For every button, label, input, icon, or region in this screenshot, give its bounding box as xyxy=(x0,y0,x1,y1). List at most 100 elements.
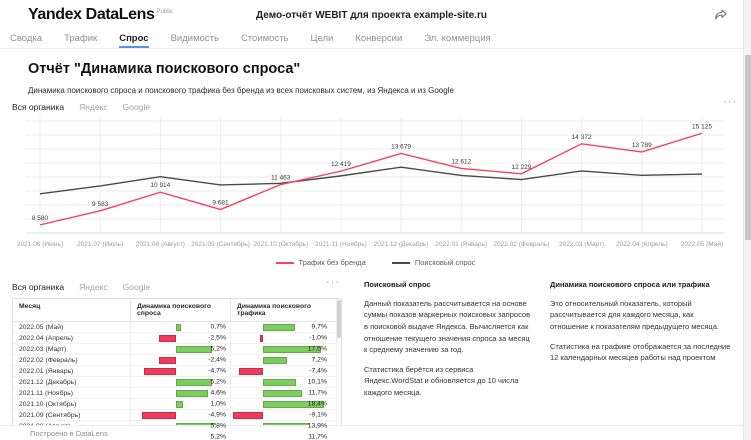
cell-value: 17,5% xyxy=(307,345,327,353)
cell-month: 2021.11 (Ноябрь) xyxy=(13,388,131,398)
cell-demand-dynamics: 5,2% xyxy=(131,344,231,354)
cell-traffic-dynamics: -7,4% xyxy=(231,366,331,376)
table-source-tabs: Вся органика Яндекс Google ··· xyxy=(12,276,342,295)
cell-demand-dynamics: -2,5% xyxy=(131,333,231,343)
chart-tab-2[interactable]: Google xyxy=(122,102,151,112)
share-icon[interactable] xyxy=(713,7,729,23)
nav-tab-0[interactable]: Сводка xyxy=(10,32,43,44)
table-tab-1[interactable]: Яндекс xyxy=(79,282,108,292)
positive-bar xyxy=(176,379,212,386)
cell-traffic-dynamics: 11,7% xyxy=(231,388,331,398)
table-row: 2021.11 (Ноябрь) 4,6% 11,7% xyxy=(13,388,341,399)
cell-month: 2022.02 (Февраль) xyxy=(13,355,131,365)
nav-tab-1[interactable]: Трафик xyxy=(64,32,98,44)
table-scrollbar-thumb[interactable] xyxy=(337,300,341,338)
cell-value: -4,7% xyxy=(208,367,226,375)
note-dynamics: Динамика поискового спроса или трафика Э… xyxy=(550,279,739,440)
cell-demand-dynamics: -2,4% xyxy=(131,355,231,365)
table-row: 2022.04 (Апрель) -2,5% -1,0% xyxy=(13,333,341,344)
svg-text:2022.04 (Апрель): 2022.04 (Апрель) xyxy=(616,241,668,248)
table-menu-icon[interactable]: ··· xyxy=(326,276,340,288)
cell-traffic-dynamics: -9,1% xyxy=(231,410,331,420)
svg-text:9 681: 9 681 xyxy=(212,199,229,206)
svg-text:2021.09 (Сентябрь): 2021.09 (Сентябрь) xyxy=(191,240,250,248)
table-row: 2022.05 (Май) 0,7% 9,7% xyxy=(13,322,341,333)
note-paragraph: Статистика берётся из сервиса Яндекс.Wor… xyxy=(364,364,519,397)
cell-value: 4,6% xyxy=(210,389,227,397)
page-scrollbar-thumb[interactable] xyxy=(745,55,751,240)
chart-tab-0[interactable]: Вся органика xyxy=(12,102,65,112)
app-logo[interactable]: Yandex DataLens Public xyxy=(28,6,173,24)
positive-bar xyxy=(263,346,321,353)
positive-bar xyxy=(263,390,302,397)
cell-traffic-dynamics: 7,2% xyxy=(231,355,331,365)
svg-text:9 583: 9 583 xyxy=(92,201,109,208)
positive-bar xyxy=(176,346,212,353)
table-row: 2022.03 (Март) 5,2% 17,5% xyxy=(13,344,341,355)
svg-text:2021.06 (Июнь): 2021.06 (Июнь) xyxy=(17,241,63,248)
cell-value: -7,4% xyxy=(309,367,327,375)
positive-bar xyxy=(176,324,181,331)
cell-value: 5,2% xyxy=(210,433,227,440)
header: Yandex DataLens Public Демо-отчёт WEBIT д… xyxy=(0,0,743,30)
bottom-section: Вся органика Яндекс Google ··· Месяц Динам… xyxy=(12,275,739,440)
legend-item-0[interactable]: Трафик без бренда xyxy=(275,258,366,267)
legend-label: Трафик без бренда xyxy=(298,258,366,267)
cell-value: 13,9% xyxy=(307,422,327,430)
chart-tab-1[interactable]: Яндекс xyxy=(79,102,108,112)
positive-bar xyxy=(176,390,208,397)
cell-demand-dynamics: 4,6% xyxy=(131,388,231,398)
legend-swatch xyxy=(275,261,294,264)
positive-bar xyxy=(176,401,183,408)
document-title: Демо-отчёт WEBIT для проекта example-sit… xyxy=(256,9,487,21)
svg-text:13 789: 13 789 xyxy=(632,142,652,149)
column-header-month[interactable]: Месяц xyxy=(13,299,131,321)
table-row: 2022.01 (Январь) -4,7% -7,4% xyxy=(13,366,341,377)
nav-tab-2[interactable]: Спрос xyxy=(119,30,149,48)
chart-card: Вся органика Яндекс Google ··· 8 580 9 583 1… xyxy=(12,96,739,268)
table-tab-0[interactable]: Вся органика xyxy=(12,282,65,292)
page-scrollbar xyxy=(743,0,751,440)
column-header-traffic-dynamics[interactable]: Динамика поискового трафика xyxy=(237,303,311,317)
report-tab-bar: Сводка Трафик Спрос Видимость Стоимость Цели К… xyxy=(0,30,743,49)
dynamics-table-card: Вся органика Яндекс Google ··· Месяц Динам… xyxy=(12,275,342,440)
negative-bar xyxy=(142,412,176,419)
cell-traffic-dynamics: 10,1% xyxy=(231,377,331,387)
cell-value: -2,4% xyxy=(208,356,226,364)
note-title: Динамика поискового спроса или трафика xyxy=(550,280,710,289)
svg-text:12 419: 12 419 xyxy=(331,161,351,168)
cell-demand-dynamics: 5,2% xyxy=(131,377,231,387)
svg-text:12 229: 12 229 xyxy=(512,164,532,171)
negative-bar xyxy=(159,357,176,364)
nav-tab-4[interactable]: Стоимость xyxy=(240,32,289,44)
public-badge: Public xyxy=(156,8,173,15)
line-chart: 8 580 9 583 10 914 9 681 11 463 12 419 13 679 1… xyxy=(12,117,739,258)
legend-label: Поисковый спрос xyxy=(414,258,476,267)
nav-tab-6[interactable]: Конверсии xyxy=(355,32,403,44)
cell-value: 7,2% xyxy=(311,356,328,364)
cell-value: 9,7% xyxy=(311,323,328,331)
column-header-demand-dynamics[interactable]: Динамика поискового спроса xyxy=(131,299,231,321)
demand-traffic-line-chart: 8 580 9 583 10 914 9 681 11 463 12 419 13 679 1… xyxy=(17,117,724,248)
cell-month: 2021.10 (Октябрь) xyxy=(13,399,131,409)
cell-value: -1,0% xyxy=(309,334,327,342)
nav-tab-7[interactable]: Эл. коммерция xyxy=(424,32,491,44)
cell-month: 2022.04 (Апрель) xyxy=(13,333,131,343)
chart-menu-icon[interactable]: ··· xyxy=(723,96,737,108)
nav-tab-3[interactable]: Видимость xyxy=(170,32,219,44)
svg-text:2022.03 (Март): 2022.03 (Март) xyxy=(559,241,604,248)
cell-value: 5,2% xyxy=(210,378,227,386)
notes-section: Поисковый спрос Данный показатель рассчи… xyxy=(364,275,739,440)
page-title: Отчёт "Динамика поискового спроса" xyxy=(28,61,301,77)
legend-item-1[interactable]: Поисковый спрос xyxy=(391,258,476,267)
svg-text:2021.11 (Ноябрь): 2021.11 (Ноябрь) xyxy=(315,240,367,248)
note-title: Поисковый спрос xyxy=(364,280,431,289)
nav-tab-5[interactable]: Цели xyxy=(310,32,334,44)
cell-traffic-dynamics: 17,5% xyxy=(231,344,331,354)
table-tab-2[interactable]: Google xyxy=(122,282,151,292)
cell-value: -2,5% xyxy=(208,334,226,342)
svg-text:10 914: 10 914 xyxy=(150,182,170,189)
footer: Построено в DataLens xyxy=(0,425,743,440)
note-paragraph: Это относительный показатель, который ра… xyxy=(550,298,719,331)
